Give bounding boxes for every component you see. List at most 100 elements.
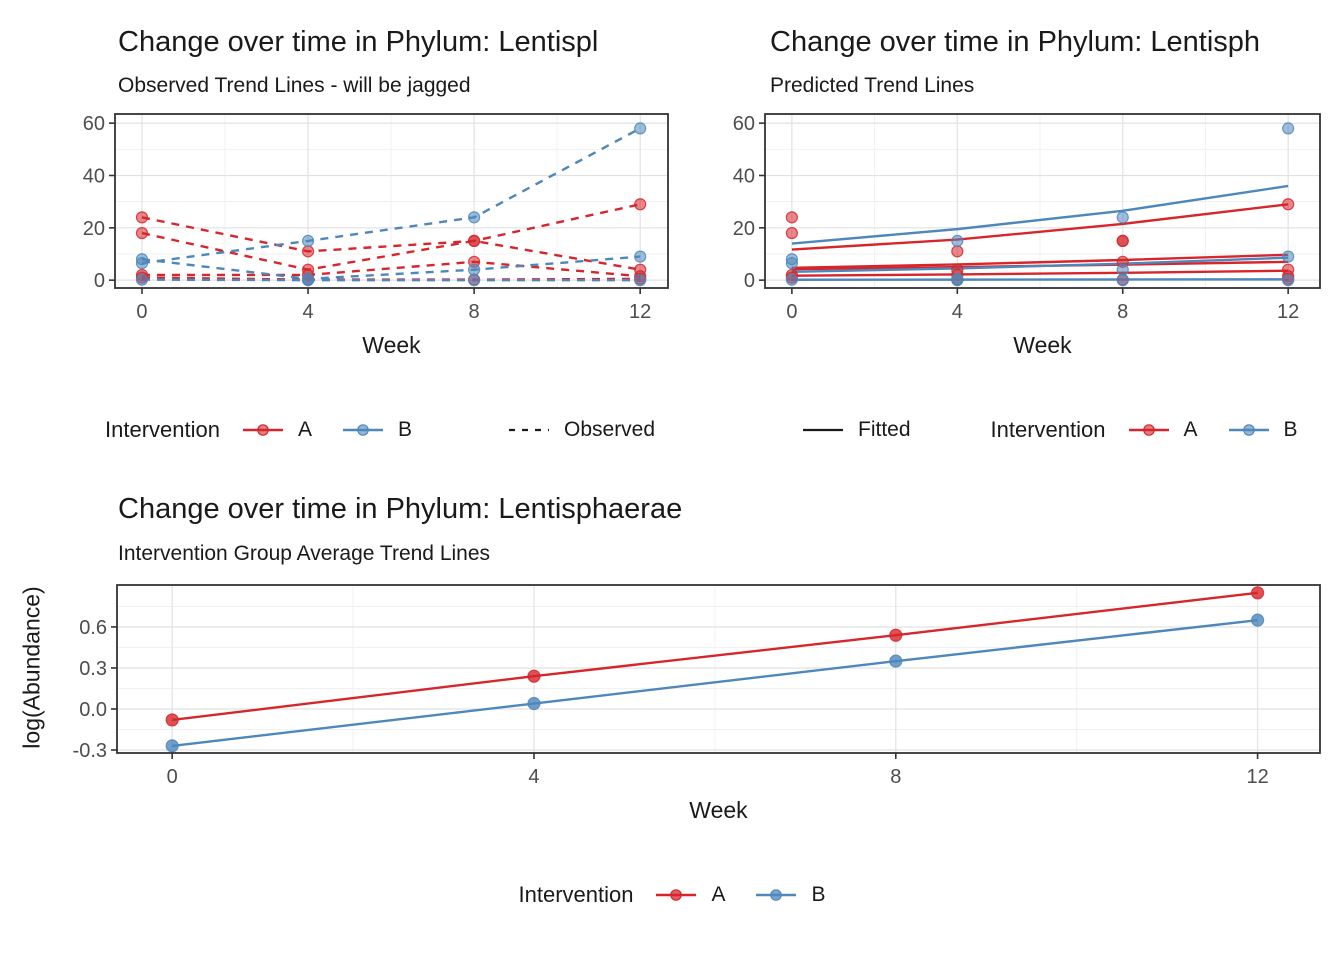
fitted-line-fitted-A4	[791, 269, 1289, 277]
data-point-subject-A1	[785, 211, 798, 224]
data-point-subject-A2	[468, 234, 481, 248]
fitted-line-fitted-A2	[791, 253, 1289, 270]
y-tick-label: 0.3	[79, 658, 107, 680]
legend-item-b: B	[1226, 418, 1298, 442]
legend-item-b: B	[340, 418, 412, 442]
data-point-subject-B2	[468, 263, 481, 276]
fitted-line-fitted-B2	[791, 256, 1289, 273]
y-tick-label: 0	[94, 270, 105, 292]
data-point-subject-B2	[634, 250, 647, 263]
predicted-legend: Fitted Intervention A B	[800, 408, 1298, 452]
red-line-point-key-icon	[656, 889, 697, 901]
y-tick-label: 60	[733, 113, 755, 135]
data-point-group-B-average	[527, 696, 541, 711]
legend-label-b: B	[1283, 418, 1298, 441]
series-line-group-A-average	[172, 591, 1258, 722]
red-line-point-key-icon	[1128, 424, 1169, 436]
group-average-plot-panel: 0 4 8 12 -0.3 0.0 0.3 0.6	[73, 584, 1321, 788]
data-point-subject-B1	[951, 234, 964, 248]
legend-title: Intervention	[105, 417, 220, 442]
data-point-subject-B3	[1116, 274, 1129, 287]
data-point-subject-B3	[1282, 274, 1295, 287]
data-point-subject-B1	[1116, 211, 1129, 224]
data-point-subject-A1	[1282, 198, 1295, 211]
data-point-group-A-average	[889, 628, 903, 642]
observed-legend: Intervention A B Observed	[105, 408, 655, 452]
data-point-group-A-average	[165, 713, 179, 727]
x-tick-label: 0	[136, 301, 147, 323]
blue-line-point-key-icon	[756, 889, 797, 901]
y-tick-label: 20	[83, 218, 105, 240]
group-average-legend: Intervention A B	[0, 875, 1344, 915]
observed-figure: 0 4 8 12 0 20 40 60 Change over time in Phylum:…	[0, 0, 672, 460]
group-average-x-axis-label: Week	[689, 797, 748, 823]
data-point-subject-A1	[634, 198, 647, 211]
panel-border	[116, 584, 1321, 754]
group-average-title: Change over time in Phylum: Lentisphaera…	[118, 493, 683, 525]
data-point-subject-A2	[135, 226, 149, 240]
x-tick-label: 12	[1246, 766, 1268, 788]
predicted-subtitle: Predicted Trend Lines	[770, 74, 975, 97]
legend-label-b: B	[397, 418, 412, 441]
red-line-point-key-icon	[242, 424, 283, 436]
data-point-group-B-average	[165, 739, 179, 753]
legend-label-fitted: Fitted	[858, 418, 911, 441]
series-line-group-B-average	[172, 618, 1258, 748]
x-tick-label: 4	[952, 301, 963, 323]
legend-label-a: A	[1183, 418, 1198, 441]
x-tick-label: 12	[1277, 301, 1299, 323]
data-point-subject-B2	[1282, 250, 1295, 263]
x-tick-label: 4	[302, 301, 313, 323]
panel-border	[114, 113, 669, 289]
data-point-subject-A1	[135, 211, 149, 224]
blue-line-point-key-icon	[1228, 424, 1269, 436]
legend-label-a: A	[297, 418, 312, 441]
data-point-subject-A1	[951, 245, 964, 258]
legend-title: Intervention	[518, 882, 634, 907]
legend-item-b: B	[753, 883, 826, 907]
legend-item-observed: Observed	[506, 418, 655, 442]
legend-label-observed: Observed	[564, 418, 656, 441]
x-tick-label: 0	[786, 301, 797, 323]
data-point-subject-B1	[301, 234, 315, 248]
y-tick-label: -0.3	[73, 740, 107, 762]
y-tick-label: 0.0	[79, 699, 107, 721]
data-point-subject-A2	[785, 226, 798, 240]
panel-background	[117, 585, 1320, 753]
data-point-subject-A2	[1116, 234, 1129, 248]
legend-label-a: A	[711, 883, 726, 906]
data-point-subject-B3	[468, 274, 481, 287]
group-average-figure: 0 4 8 12 -0.3 0.0 0.3 0.6 Change over time in P…	[0, 460, 1344, 960]
group-average-y-axis-label: log(Abundance)	[18, 586, 45, 749]
dashed-line-key-icon	[509, 428, 549, 432]
group-average-subtitle: Intervention Group Average Trend Lines	[118, 542, 491, 565]
legend-item-a: A	[240, 418, 312, 442]
legend-title: Intervention	[990, 417, 1106, 442]
x-tick-label: 8	[469, 301, 480, 323]
x-tick-label: 8	[890, 766, 901, 788]
predicted-title: Change over time in Phylum: Lentisph	[770, 26, 1261, 58]
data-point-subject-B3	[785, 273, 798, 286]
observed-plot-panel: 0 4 8 12 0 20 40 60	[83, 113, 669, 323]
solid-line-key-icon	[803, 428, 843, 432]
observed-x-axis-label: Week	[362, 332, 421, 358]
y-tick-label: 0	[744, 270, 755, 292]
data-point-subject-B2	[1116, 263, 1129, 276]
data-point-subject-B1	[1282, 122, 1295, 135]
data-point-subject-B3	[634, 274, 647, 287]
y-tick-label: 40	[83, 165, 105, 187]
data-point-subject-B1	[468, 211, 481, 224]
legend-item-a: A	[653, 883, 725, 907]
data-point-group-A-average	[1250, 586, 1265, 600]
panel-border	[764, 113, 1321, 289]
data-point-subject-B2	[785, 253, 798, 266]
legend-label-b: B	[811, 883, 826, 906]
x-tick-label: 0	[167, 766, 178, 788]
data-point-subject-B3	[951, 274, 964, 287]
data-point-subject-B1	[634, 122, 647, 135]
data-point-group-A-average	[527, 669, 541, 683]
blue-line-point-key-icon	[342, 424, 383, 436]
fitted-line-fitted-B1	[791, 184, 1289, 245]
observed-title: Change over time in Phylum: Lentispl	[118, 26, 599, 58]
